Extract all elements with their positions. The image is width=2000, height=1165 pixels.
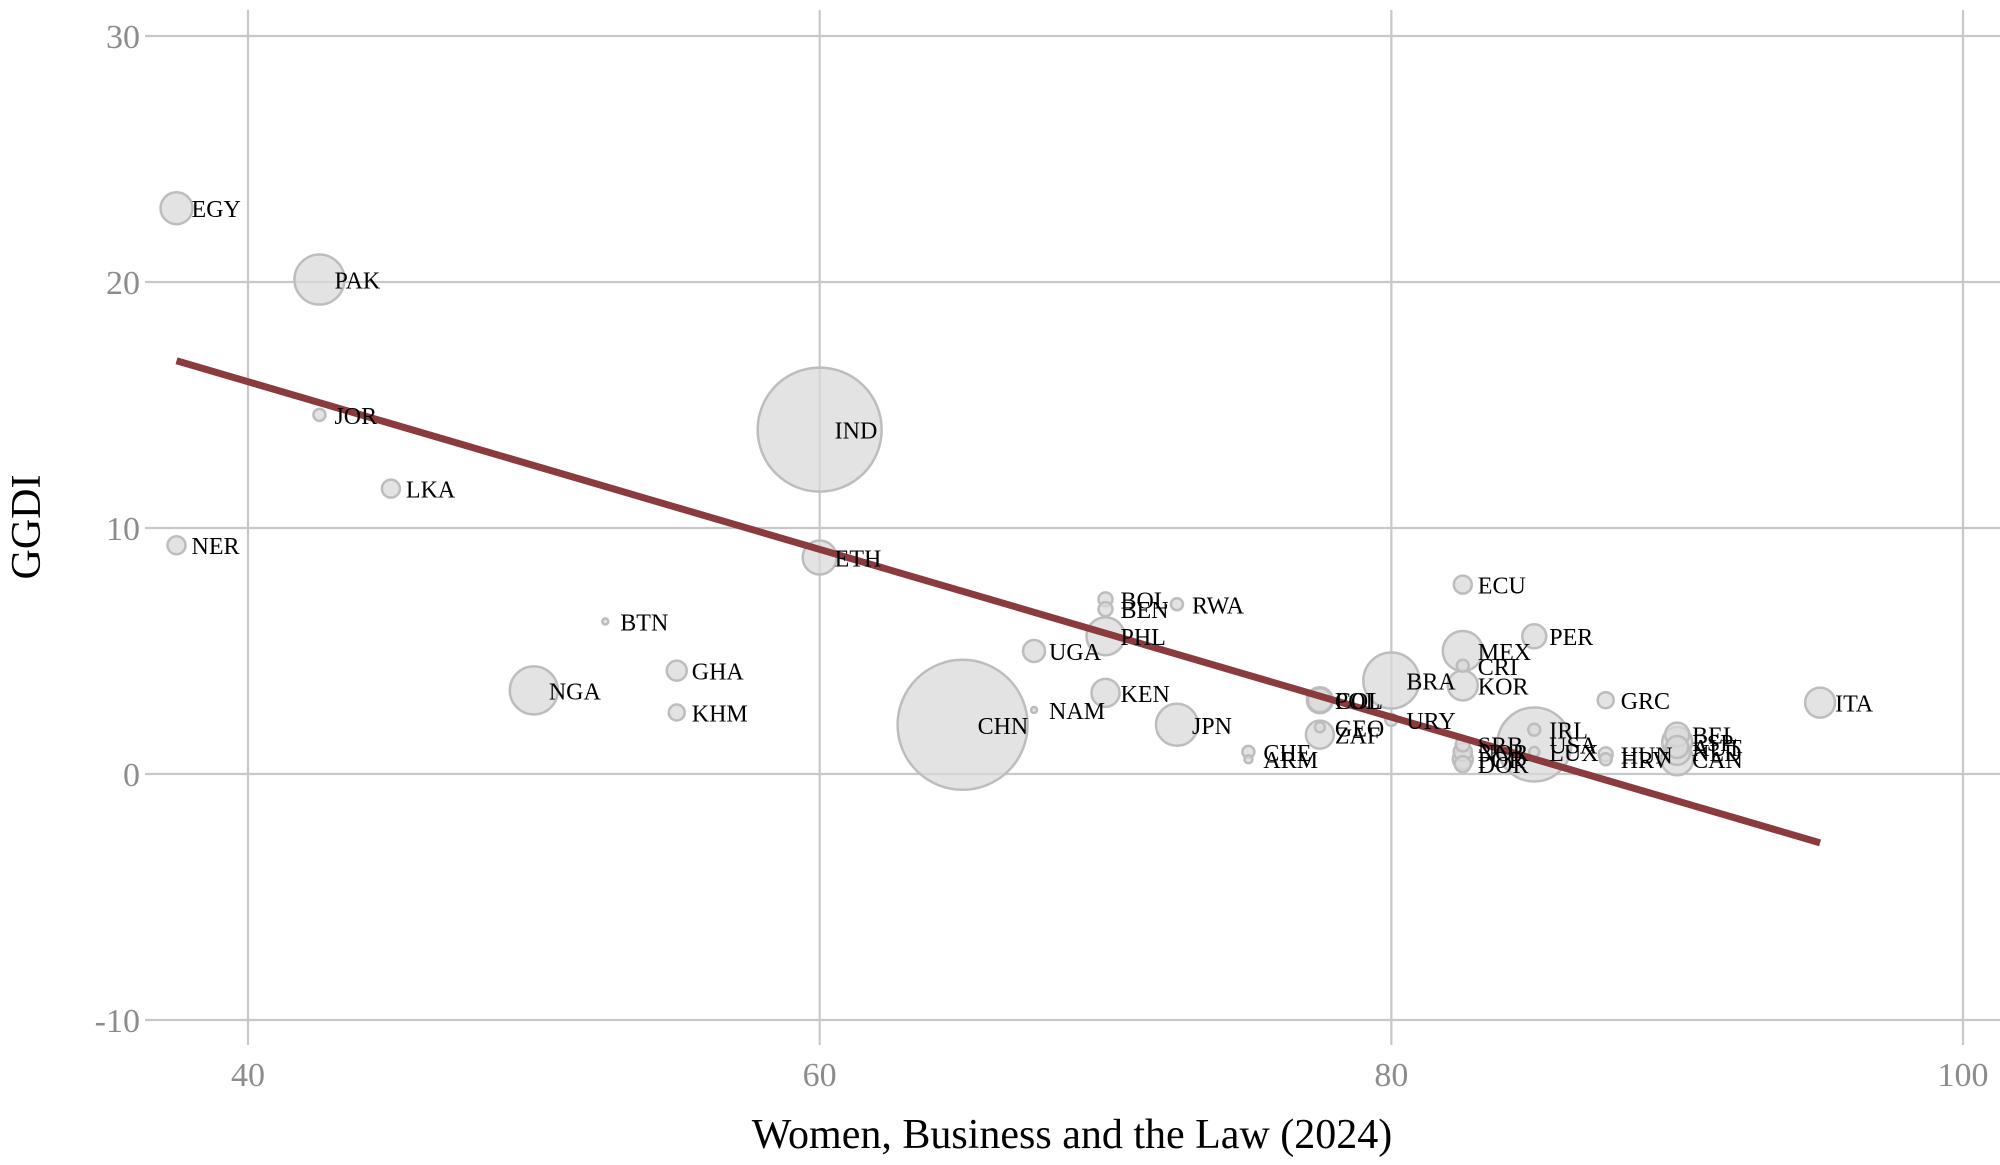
point-labels: EGY PAK JOR LKA NER IND ETH BTN GHA KHM NGA CHN NAM U… [192, 197, 1874, 779]
label-jpn: JPN [1192, 714, 1232, 740]
bubble-btn [601, 617, 610, 626]
x-tick-label: 60 [803, 1057, 837, 1094]
label-mex: MEX [1478, 640, 1531, 666]
y-tick-label: 10 [106, 511, 140, 548]
label-srb: SRB [1478, 733, 1523, 759]
y-tick-label: -10 [95, 1003, 140, 1040]
label-che: CHE [1263, 741, 1311, 767]
label-kor: KOR [1478, 674, 1529, 700]
bubble-ita [1803, 686, 1837, 719]
label-pak: PAK [334, 269, 380, 295]
label-zaf: ZAF [1335, 724, 1380, 750]
label-ury: URY [1406, 709, 1455, 735]
bubble-jpn [1154, 702, 1200, 748]
bubble-ken [1090, 677, 1121, 709]
label-ken: KEN [1121, 682, 1170, 708]
y-tick-label: 30 [106, 19, 140, 56]
label-btn: BTN [620, 610, 668, 636]
label-rwa: RWA [1192, 593, 1245, 619]
y-axis-title: GGDI [4, 475, 50, 580]
label-lka: LKA [406, 478, 456, 504]
bubble-cri [1455, 658, 1471, 674]
label-chn: CHN [978, 714, 1029, 740]
bubble-nga [508, 665, 560, 716]
label-phl: PHL [1121, 625, 1166, 651]
label-can: CAN [1692, 748, 1743, 774]
label-eth: ETH [835, 547, 882, 573]
bubble-zaf [1304, 719, 1336, 750]
label-geo: GEO [1335, 716, 1384, 742]
y-tick-label: 0 [123, 757, 140, 794]
label-irl: IRL [1549, 719, 1588, 745]
label-bel: BEL [1692, 724, 1737, 750]
bubble-lka [380, 478, 402, 499]
label-aut: AUT [1692, 736, 1742, 762]
bubble-hrv [1598, 751, 1613, 767]
label-dor: DOR [1478, 753, 1529, 779]
bubble-grc [1596, 690, 1615, 710]
label-lux: LUX [1549, 741, 1598, 767]
bubble-chn [896, 658, 1029, 792]
label-khm: KHM [692, 702, 748, 728]
bubble-arm [1243, 753, 1254, 765]
bubble-ner [166, 534, 187, 556]
label-uga: UGA [1049, 640, 1102, 666]
label-nga: NGA [549, 679, 602, 705]
label-nld: NLD [1692, 741, 1741, 767]
label-ben: BEN [1121, 598, 1169, 624]
label-egy: EGY [192, 197, 241, 223]
label-nam: NAM [1049, 699, 1105, 725]
label-por: POR [1478, 748, 1525, 774]
bubble-rwa [1169, 597, 1185, 612]
bubble-ben [1097, 600, 1114, 618]
bubble-gha [665, 659, 688, 682]
label-ecu: ECU [1478, 574, 1526, 600]
bubble-geo [1313, 721, 1327, 734]
label-col: COL [1335, 689, 1383, 715]
label-nor: NOR [1478, 741, 1529, 767]
y-tick-label: 20 [106, 265, 140, 302]
grid [145, 10, 2000, 1045]
label-gha: GHA [692, 660, 745, 686]
bubble-nam [1029, 705, 1039, 715]
bubble-per [1521, 622, 1548, 650]
tick-labels: 40 60 80 100 -10 0 10 20 30 [95, 19, 1989, 1094]
bubble-aut [1664, 734, 1690, 760]
x-tick-label: 80 [1374, 1057, 1408, 1094]
label-bra: BRA [1406, 670, 1456, 696]
label-ita: ITA [1835, 692, 1874, 718]
bubble-khm [667, 703, 686, 722]
bubble-egy [159, 190, 194, 226]
bubble-ind [756, 366, 883, 493]
label-hrv: HRV [1621, 748, 1670, 774]
label-grc: GRC [1621, 689, 1670, 715]
bubbles [159, 190, 1837, 792]
label-pol: POL [1335, 689, 1380, 715]
bubble-jor [312, 407, 327, 423]
label-usa: USA [1549, 733, 1598, 759]
trendline [175, 357, 1822, 847]
label-cri: CRI [1478, 655, 1518, 681]
bubble-irl [1527, 722, 1542, 737]
label-ind: IND [835, 419, 878, 445]
label-jor: JOR [334, 404, 377, 430]
bubble-dor [1453, 754, 1473, 774]
bubble-bra [1362, 651, 1421, 710]
x-tick-label: 40 [231, 1057, 265, 1094]
label-ner: NER [192, 534, 240, 560]
label-hun: HUN [1621, 743, 1673, 769]
bubble-pak [293, 253, 346, 306]
label-arm: ARM [1263, 748, 1318, 774]
x-tick-label: 100 [1938, 1057, 1989, 1094]
bubble-ecu [1452, 574, 1474, 595]
x-axis-title: Women, Business and the Law (2024) [752, 1112, 1393, 1158]
bubble-uga [1021, 638, 1047, 664]
label-esp: ESP [1692, 731, 1733, 757]
label-per: PER [1549, 625, 1593, 651]
trendline-group [175, 357, 1822, 847]
label-bol: BOL [1121, 588, 1169, 614]
